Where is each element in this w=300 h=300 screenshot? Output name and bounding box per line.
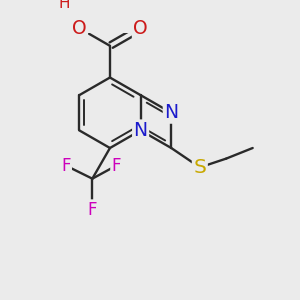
Text: O: O xyxy=(133,19,148,38)
Text: F: F xyxy=(112,157,121,175)
Text: N: N xyxy=(134,121,148,140)
Text: F: F xyxy=(88,201,97,219)
Text: O: O xyxy=(72,19,87,38)
Text: S: S xyxy=(194,158,206,177)
Text: N: N xyxy=(164,103,178,122)
Text: F: F xyxy=(61,157,71,175)
Text: H: H xyxy=(58,0,70,11)
